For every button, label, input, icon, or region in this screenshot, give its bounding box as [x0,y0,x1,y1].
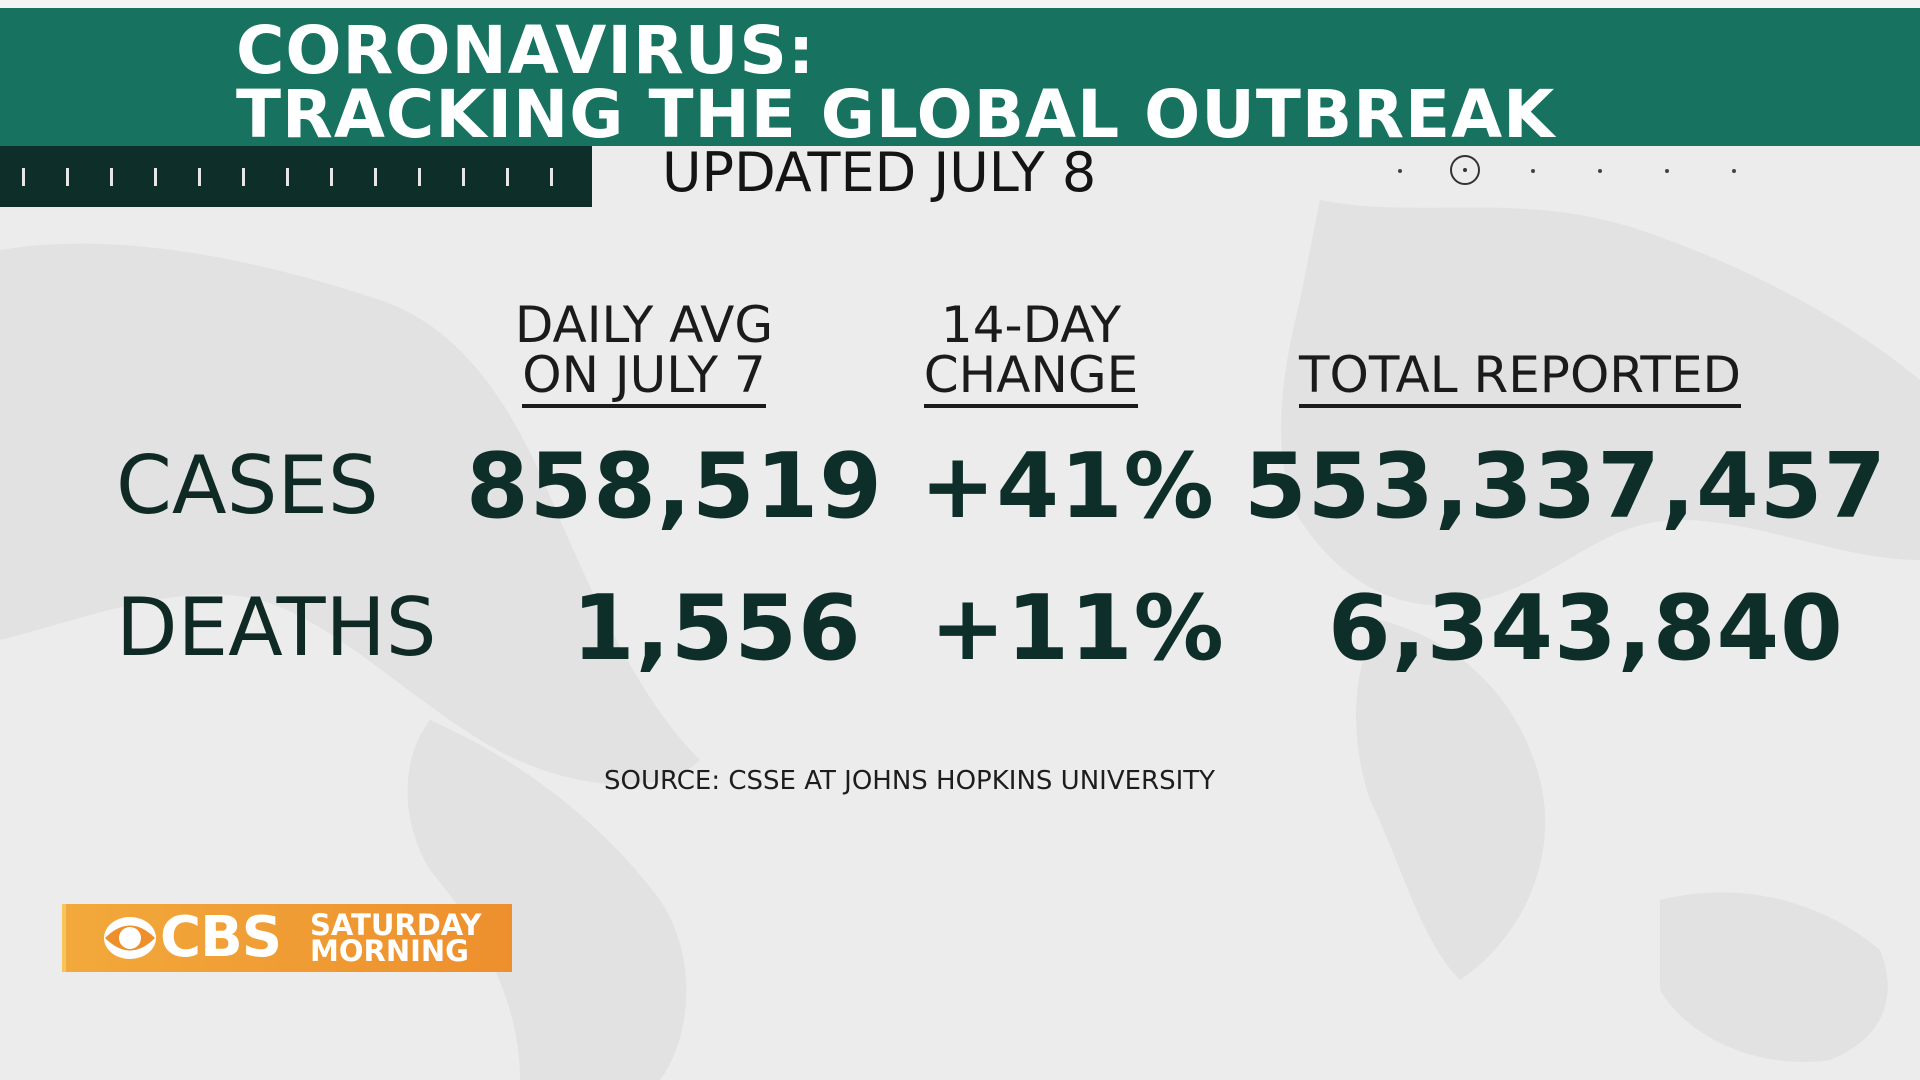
header-14-day-change: 14-DAY CHANGE [892,300,1170,408]
ticker-bar [0,146,592,207]
show-name-line2: MORNING [310,934,469,968]
tick-mark [154,168,157,186]
header-total-reported: TOTAL REPORTED [1250,350,1790,408]
carousel-dot [1598,169,1602,173]
show-name-line1: SATURDAY [310,908,482,942]
cases-total-reported: 553,337,457 [1244,434,1887,539]
carousel-indicator-icon [1450,155,1480,185]
cases-14-day-change: +41% [920,434,1215,539]
cbs-wordmark: CBS [160,905,282,970]
deaths-total-reported: 6,343,840 [1328,576,1844,681]
cbs-saturday-morning-logo: CBS SATURDAY MORNING [62,904,512,972]
tick-mark [22,168,25,186]
header-total-line1: TOTAL REPORTED [1298,350,1742,408]
header-change-line1: 14-DAY [940,296,1122,354]
tick-mark [374,168,377,186]
tick-mark [198,168,201,186]
tick-mark [462,168,465,186]
title-band: CORONAVIRUS: TRACKING THE GLOBAL OUTBREA… [0,8,1920,153]
carousel-dot [1665,169,1669,173]
tick-mark [242,168,245,186]
tick-mark [286,168,289,186]
carousel-dot [1732,169,1736,173]
show-name: SATURDAY MORNING [310,908,482,968]
carousel-dot [1531,169,1535,173]
top-divider [0,0,1920,8]
source-credit: SOURCE: CSSE AT JOHNS HOPKINS UNIVERSITY [604,766,1216,796]
header-change-line2: CHANGE [923,350,1139,408]
header-daily-avg-line2: ON JULY 7 [522,350,766,408]
updated-date: UPDATED JULY 8 [662,141,1097,204]
cases-daily-avg: 858,519 [466,434,883,539]
tick-mark [550,168,553,186]
row-label-deaths: DEATHS [116,581,437,674]
tick-mark [66,168,69,186]
title-line-1: CORONAVIRUS: [236,12,816,89]
carousel-dot [1398,169,1402,173]
tick-mark [418,168,421,186]
header-daily-avg-line1: DAILY AVG [514,296,774,354]
deaths-daily-avg: 1,556 [572,576,862,681]
cbs-eye-icon [104,917,156,959]
tick-mark [330,168,333,186]
title-line-2: TRACKING THE GLOBAL OUTBREAK [236,76,1556,153]
deaths-14-day-change: +11% [930,576,1225,681]
header-daily-avg: DAILY AVG ON JULY 7 [486,300,802,408]
row-label-cases: CASES [116,439,379,532]
tick-mark [506,168,509,186]
tick-mark [110,168,113,186]
